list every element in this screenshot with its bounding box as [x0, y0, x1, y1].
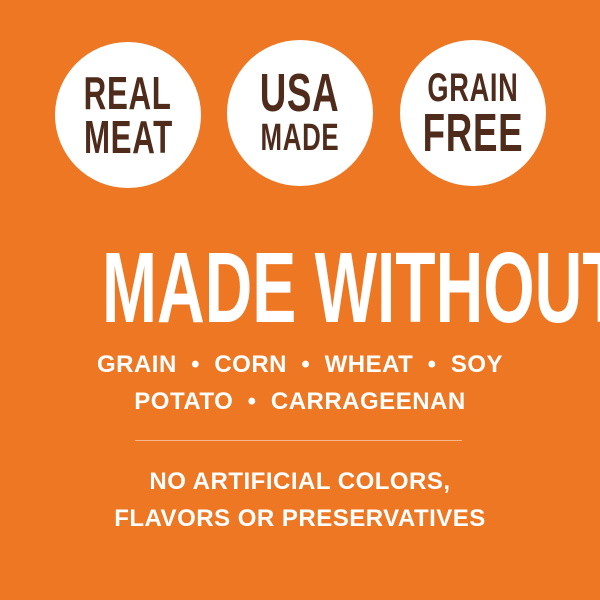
- note-line-2: FLAVORS OR PRESERVATIVES: [114, 505, 486, 532]
- badge-text: REAL: [84, 67, 172, 119]
- badge-text: MEAT: [83, 111, 173, 163]
- badge-text: GRAIN: [427, 66, 519, 110]
- badge-text: USA: [260, 63, 340, 123]
- divider: [135, 440, 462, 441]
- badge-text: FREE: [422, 103, 524, 163]
- headline: MADE WITHOUT: [101, 232, 600, 344]
- badge-real-meat: REAL MEAT: [55, 42, 201, 188]
- note-line-1: NO ARTIFICIAL COLORS,: [149, 468, 451, 495]
- badge-text: MADE: [260, 117, 340, 159]
- badge-grain-free: GRAIN FREE: [400, 40, 546, 186]
- ingredients-line-1: GRAIN • CORN • WHEAT • SOY: [96, 351, 504, 378]
- badge-usa-made: USA MADE: [227, 40, 373, 186]
- ingredients-line-2: POTATO • CARRAGEENAN: [134, 388, 466, 415]
